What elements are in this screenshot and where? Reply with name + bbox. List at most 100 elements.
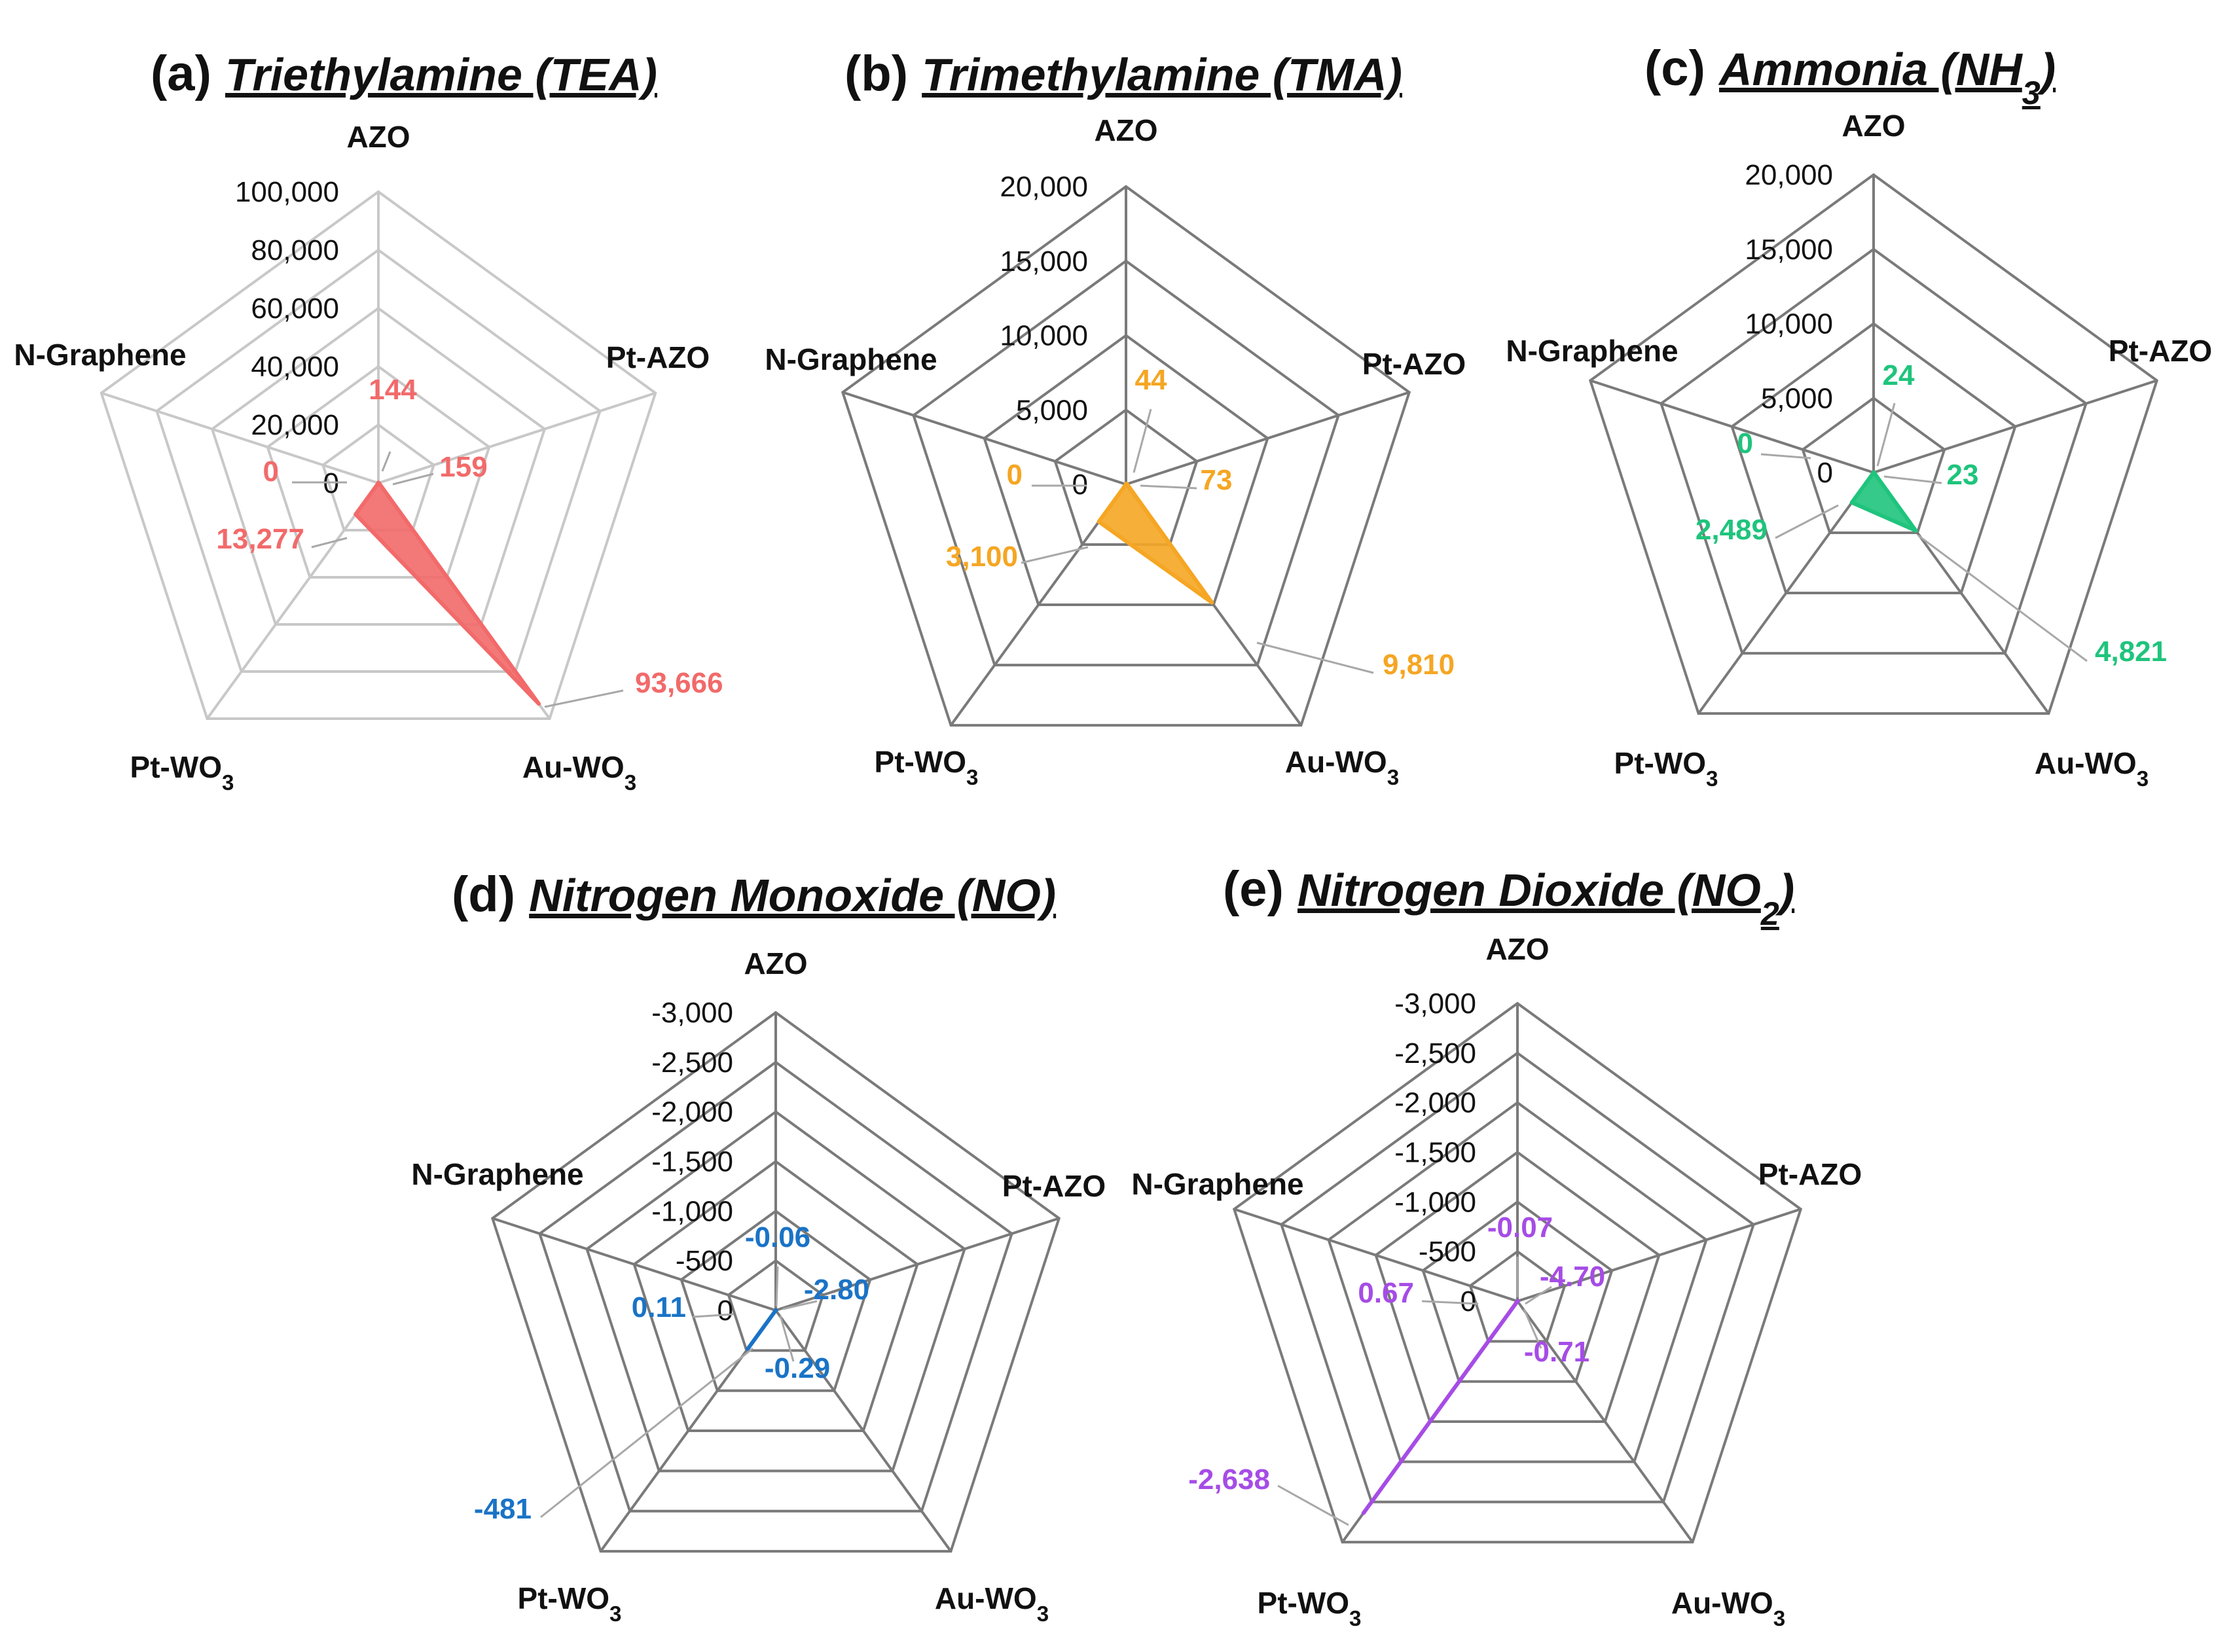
- spoke-au-wo-3: [1516, 1300, 1694, 1543]
- data-label-au-wo-3: 93,666: [635, 667, 723, 699]
- axis-label-pt-wo-3: Pt-WO3: [130, 750, 234, 795]
- grid-ring: [1421, 1200, 1614, 1383]
- tick-label: 0: [1817, 457, 1833, 489]
- data-label-azo: 44: [1135, 364, 1167, 396]
- leader-line: [1133, 408, 1152, 473]
- spoke-pt-azo: [1125, 391, 1410, 486]
- data-point-pt-wo-3: [1097, 520, 1101, 524]
- panel-title: (d) Nitrogen Monoxide (NO): [452, 867, 1056, 922]
- tick-label: 10,000: [1000, 320, 1088, 352]
- radar-panel-e: (e) Nitrogen Dioxide (NO2) 0 -500 -1,000 -1,…: [1131, 861, 1862, 1631]
- axis-label-n-graphene: N-Graphene: [765, 342, 937, 376]
- grid-ring: [1327, 1101, 1708, 1463]
- axis-label-au-wo-3: Au-WO3: [522, 750, 636, 795]
- tick-label: 5,000: [1016, 394, 1088, 426]
- leader-line: [1775, 504, 1839, 539]
- data-label-n-graphene: 0: [1737, 427, 1753, 459]
- spoke-n-graphene: [1589, 379, 1874, 474]
- leader-line: [1277, 1484, 1349, 1526]
- tick-label: -2,500: [651, 1047, 733, 1079]
- data-label-azo: 144: [369, 374, 417, 406]
- axis-label-n-graphene: N-Graphene: [411, 1157, 583, 1191]
- radar-panel-b: (b) Trimethylamine (TMA) 0 5,000 10,000 15,0…: [765, 46, 1466, 790]
- axis-label-pt-azo: Pt-AZO: [1002, 1169, 1106, 1203]
- tick-label: -500: [1419, 1236, 1476, 1268]
- axis-label-pt-wo-3: Pt-WO3: [1258, 1586, 1362, 1631]
- grid-ring: [680, 1209, 872, 1392]
- data-label-pt-wo-3: -2,638: [1188, 1463, 1270, 1496]
- data-label-pt-wo-3: 2,489: [1696, 514, 1768, 546]
- axis-label-azo: AZO: [1842, 109, 1905, 143]
- data-series-area: [1097, 481, 1214, 605]
- axis-label-n-graphene: N-Graphene: [1506, 334, 1678, 368]
- data-label-azo: 24: [1883, 359, 1915, 391]
- leader-line: [1140, 484, 1197, 490]
- data-label-pt-azo: 159: [439, 451, 487, 483]
- data-series-area: [1361, 1299, 1520, 1515]
- data-series-area: [1849, 470, 1918, 533]
- grid-ring: [1053, 408, 1199, 547]
- axis-label-pt-azo: Pt-AZO: [1362, 347, 1466, 381]
- data-label-n-graphene: 0.67: [1358, 1277, 1414, 1309]
- spoke-au-wo-3: [774, 1309, 953, 1553]
- grid-ring: [585, 1110, 966, 1473]
- data-label-n-graphene: 0: [263, 456, 279, 488]
- grid-ring: [1588, 173, 2159, 715]
- data-label-azo: -0.07: [1487, 1212, 1553, 1244]
- axis-label-au-wo-3: Au-WO3: [935, 1581, 1049, 1626]
- data-label-pt-azo: -4.70: [1540, 1261, 1605, 1293]
- tick-label: 80,000: [251, 234, 339, 266]
- tick-label: 20,000: [1745, 159, 1833, 191]
- leader-line: [1421, 1300, 1479, 1305]
- tick-label: 100,000: [235, 176, 339, 208]
- grid-ring: [1232, 1001, 1803, 1544]
- data-label-azo: -0.06: [745, 1221, 810, 1253]
- grid-ring: [155, 248, 602, 673]
- grid-ring: [1730, 322, 2017, 595]
- tick-label: 20,000: [251, 409, 339, 441]
- data-point-n-graphene: [1124, 482, 1128, 486]
- axis-label-pt-wo-3: Pt-WO3: [1614, 746, 1718, 791]
- grid-ring: [210, 306, 547, 626]
- panel-title: (b) Trimethylamine (TMA): [844, 46, 1402, 101]
- axis-label-azo: AZO: [744, 946, 807, 980]
- data-label-pt-wo-3: -481: [474, 1493, 532, 1525]
- leader-line: [1021, 546, 1089, 564]
- data-point-pt-wo-3: [1849, 500, 1854, 505]
- radar-panel-c: (c) Ammonia (NH3)05,00010,00015,00020,00…: [1506, 41, 2212, 791]
- data-label-pt-wo-3: 3,100: [946, 541, 1018, 573]
- leader-line: [1917, 534, 2088, 662]
- data-label-pt-wo-3: 13,277: [216, 523, 304, 555]
- axis-label-n-graphene: N-Graphene: [14, 338, 186, 372]
- radar-panel-a: (a) Triethylamine (TEA) 0 20,000 40,000 60,0…: [14, 46, 723, 795]
- grid-ring: [1801, 396, 1946, 535]
- data-point-au-wo-3: [1210, 600, 1214, 605]
- axis-label-azo: AZO: [1094, 113, 1157, 147]
- grid-ring: [632, 1160, 919, 1433]
- tick-label: -1,000: [651, 1195, 733, 1227]
- tick-label: -3,000: [1394, 988, 1476, 1020]
- leader-line: [381, 451, 391, 472]
- leader-line: [311, 537, 348, 548]
- spoke-pt-azo: [775, 1217, 1060, 1312]
- leader-line: [775, 1266, 779, 1307]
- data-label-au-wo-3: 9,810: [1383, 649, 1455, 681]
- spoke-pt-wo-3: [949, 483, 1127, 727]
- tick-label: -2,000: [651, 1096, 733, 1128]
- tick-label: 40,000: [251, 351, 339, 383]
- leader-line: [1523, 1308, 1542, 1349]
- data-label-pt-azo: -2.80: [804, 1274, 869, 1306]
- data-label-pt-azo: 23: [1947, 459, 1979, 491]
- grid-ring: [1280, 1051, 1755, 1503]
- data-point-pt-wo-3: [746, 1347, 750, 1352]
- leader-line: [779, 1315, 795, 1362]
- grid-ring: [912, 259, 1340, 667]
- leader-line: [540, 1347, 753, 1518]
- leader-line: [692, 1313, 734, 1318]
- spoke-pt-azo: [378, 391, 656, 484]
- panel-title: (e) Nitrogen Dioxide (NO2): [1223, 861, 1794, 932]
- leader-line: [544, 689, 624, 708]
- spoke-pt-wo-3: [1697, 471, 1875, 715]
- leader-line: [1525, 1285, 1552, 1305]
- axis-label-au-wo-3: Au-WO3: [1285, 745, 1399, 790]
